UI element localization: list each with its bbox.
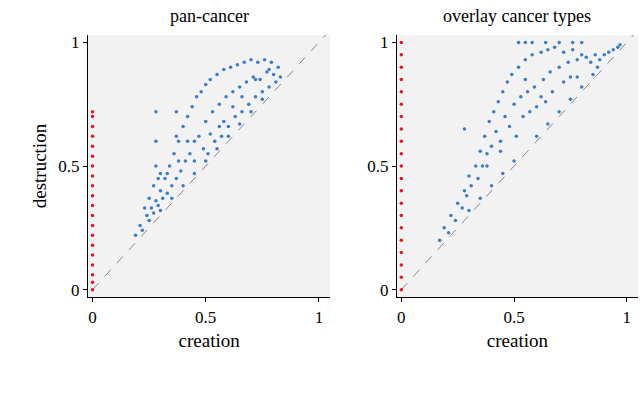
svg-text:pan-cancer: pan-cancer xyxy=(170,6,249,26)
svg-text:0: 0 xyxy=(71,281,80,300)
svg-text:1: 1 xyxy=(71,33,80,52)
svg-text:1: 1 xyxy=(623,308,632,327)
svg-text:1: 1 xyxy=(315,308,324,327)
svg-text:creation: creation xyxy=(179,330,241,351)
svg-text:overlay cancer types: overlay cancer types xyxy=(443,6,591,26)
svg-text:0: 0 xyxy=(380,281,389,300)
svg-text:0.5: 0.5 xyxy=(195,308,216,327)
svg-text:1: 1 xyxy=(380,33,389,52)
svg-text:0.5: 0.5 xyxy=(58,157,79,176)
svg-text:creation: creation xyxy=(487,330,549,351)
svg-text:0.5: 0.5 xyxy=(367,157,388,176)
svg-text:0.5: 0.5 xyxy=(503,308,524,327)
svg-text:0: 0 xyxy=(397,308,406,327)
svg-text:destruction: destruction xyxy=(29,123,50,208)
svg-text:0: 0 xyxy=(88,308,97,327)
